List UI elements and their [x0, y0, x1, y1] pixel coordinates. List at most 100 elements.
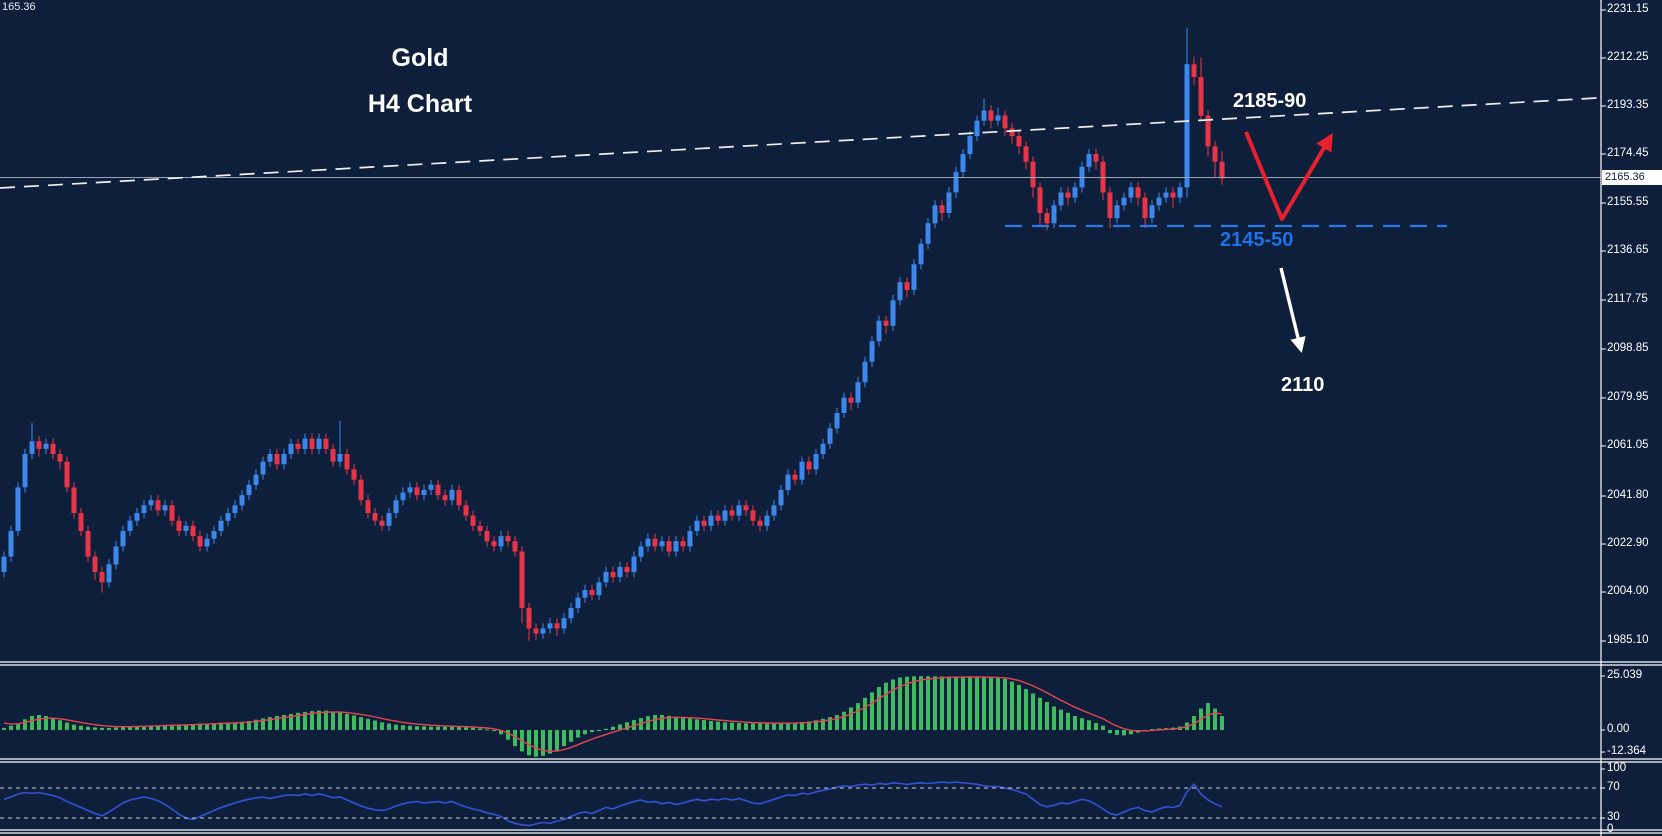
- macd-bar: [800, 722, 804, 730]
- macd-bar: [485, 729, 489, 731]
- macd-bar: [758, 723, 762, 730]
- macd-bar: [681, 717, 685, 730]
- price-axis-label: 2041.80: [1607, 489, 1649, 501]
- macd-bar: [968, 676, 972, 730]
- macd-bar: [121, 727, 125, 730]
- bear-candle: [624, 566, 630, 572]
- bull-candle: [736, 505, 742, 516]
- macd-bar: [1066, 712, 1070, 730]
- macd-bar: [380, 722, 384, 730]
- macd-bar: [877, 687, 881, 730]
- bull-candle: [183, 525, 189, 531]
- bull-candle: [120, 531, 126, 547]
- macd-bar: [282, 715, 286, 730]
- bull-candle: [694, 520, 700, 531]
- bull-candle: [407, 487, 413, 493]
- macd-bar: [303, 711, 307, 730]
- bear-candle: [36, 441, 42, 449]
- bear-candle: [197, 536, 203, 547]
- red-v-arrow[interactable]: [1244, 131, 1333, 221]
- bear-candle: [379, 520, 385, 526]
- watermark-symbol: Gold: [391, 44, 449, 72]
- resistance-zone-label[interactable]: 2185-90: [1233, 90, 1307, 112]
- macd-bar: [660, 715, 664, 730]
- bull-candle: [778, 489, 784, 506]
- macd-bar: [219, 722, 223, 730]
- bull-candle: [1051, 205, 1057, 224]
- bear-candle: [1170, 192, 1176, 198]
- macd-bar: [1059, 709, 1063, 730]
- macd-bar: [289, 713, 293, 730]
- macd-bar: [436, 726, 440, 730]
- macd-bar: [205, 723, 209, 730]
- macd-bar: [1073, 716, 1077, 730]
- macd-bar: [821, 718, 825, 730]
- bear-candle: [99, 572, 105, 583]
- macd-bar: [58, 720, 62, 730]
- bear-candle: [1037, 187, 1043, 213]
- macd-bar: [93, 727, 97, 730]
- bear-candle: [1191, 64, 1197, 77]
- macd-bar: [562, 730, 566, 747]
- bull-candle: [568, 607, 574, 619]
- macd-bar: [177, 724, 181, 730]
- macd-bar: [254, 719, 258, 730]
- macd-bar: [793, 722, 797, 730]
- bear-candle: [85, 531, 91, 557]
- bear-candle: [652, 538, 658, 547]
- bear-candle: [1198, 77, 1204, 116]
- macd-bar: [667, 715, 671, 730]
- bull-candle: [876, 320, 882, 342]
- macd-bar: [975, 677, 979, 730]
- bull-candle: [799, 461, 805, 480]
- bear-candle: [519, 551, 525, 608]
- price-axis-label: 2004.00: [1607, 585, 1649, 597]
- bull-candle: [1128, 187, 1134, 198]
- macd-bar: [912, 676, 916, 731]
- macd-bar: [156, 725, 160, 730]
- bear-candle: [1016, 136, 1022, 147]
- macd-bar: [828, 717, 832, 730]
- macd-bar: [534, 730, 538, 757]
- macd-bar: [625, 722, 629, 730]
- bear-candle: [442, 495, 448, 501]
- macd-bar: [1031, 693, 1035, 730]
- white-down-arrow[interactable]: [1279, 267, 1306, 354]
- macd-bar: [86, 726, 90, 730]
- bear-candle: [729, 510, 735, 516]
- bear-candle: [330, 448, 336, 462]
- panel-separator-rsi[interactable]: [0, 758, 1662, 763]
- bear-candle: [1030, 161, 1036, 188]
- bear-candle: [1093, 154, 1099, 162]
- chart-watermark: Gold H4 Chart: [320, 44, 520, 119]
- macd-bar: [408, 725, 412, 730]
- panel-separator-bottom[interactable]: [0, 829, 1662, 834]
- rsi-axis-label: 100: [1607, 762, 1627, 774]
- bear-candle: [484, 531, 490, 542]
- bull-candle: [617, 566, 623, 578]
- bull-candle: [981, 110, 987, 121]
- macd-bar: [394, 724, 398, 730]
- bear-candle: [666, 541, 672, 552]
- bear-candle: [351, 469, 357, 480]
- panel-separator-macd[interactable]: [0, 661, 1662, 666]
- bull-candle: [547, 623, 553, 629]
- bear-candle: [78, 513, 84, 531]
- macd-bar: [933, 676, 937, 731]
- support-zone-label[interactable]: 2145-50: [1220, 229, 1294, 251]
- bear-candle: [1023, 146, 1029, 162]
- macd-bar: [1094, 723, 1098, 730]
- target-price-label[interactable]: 2110: [1281, 374, 1325, 396]
- current-price-tag: 2165.36: [1602, 170, 1662, 185]
- macd-axis-label: -12.364: [1607, 745, 1647, 757]
- macd-bar: [1206, 703, 1210, 730]
- macd-bar: [492, 730, 496, 732]
- bull-candle: [771, 505, 777, 516]
- resistance-trendline[interactable]: [0, 97, 1598, 189]
- bear-candle: [589, 590, 595, 596]
- macd-bar: [1220, 716, 1224, 730]
- bull-candle: [113, 546, 119, 565]
- macd-bar: [884, 682, 888, 730]
- macd-bar: [324, 710, 328, 730]
